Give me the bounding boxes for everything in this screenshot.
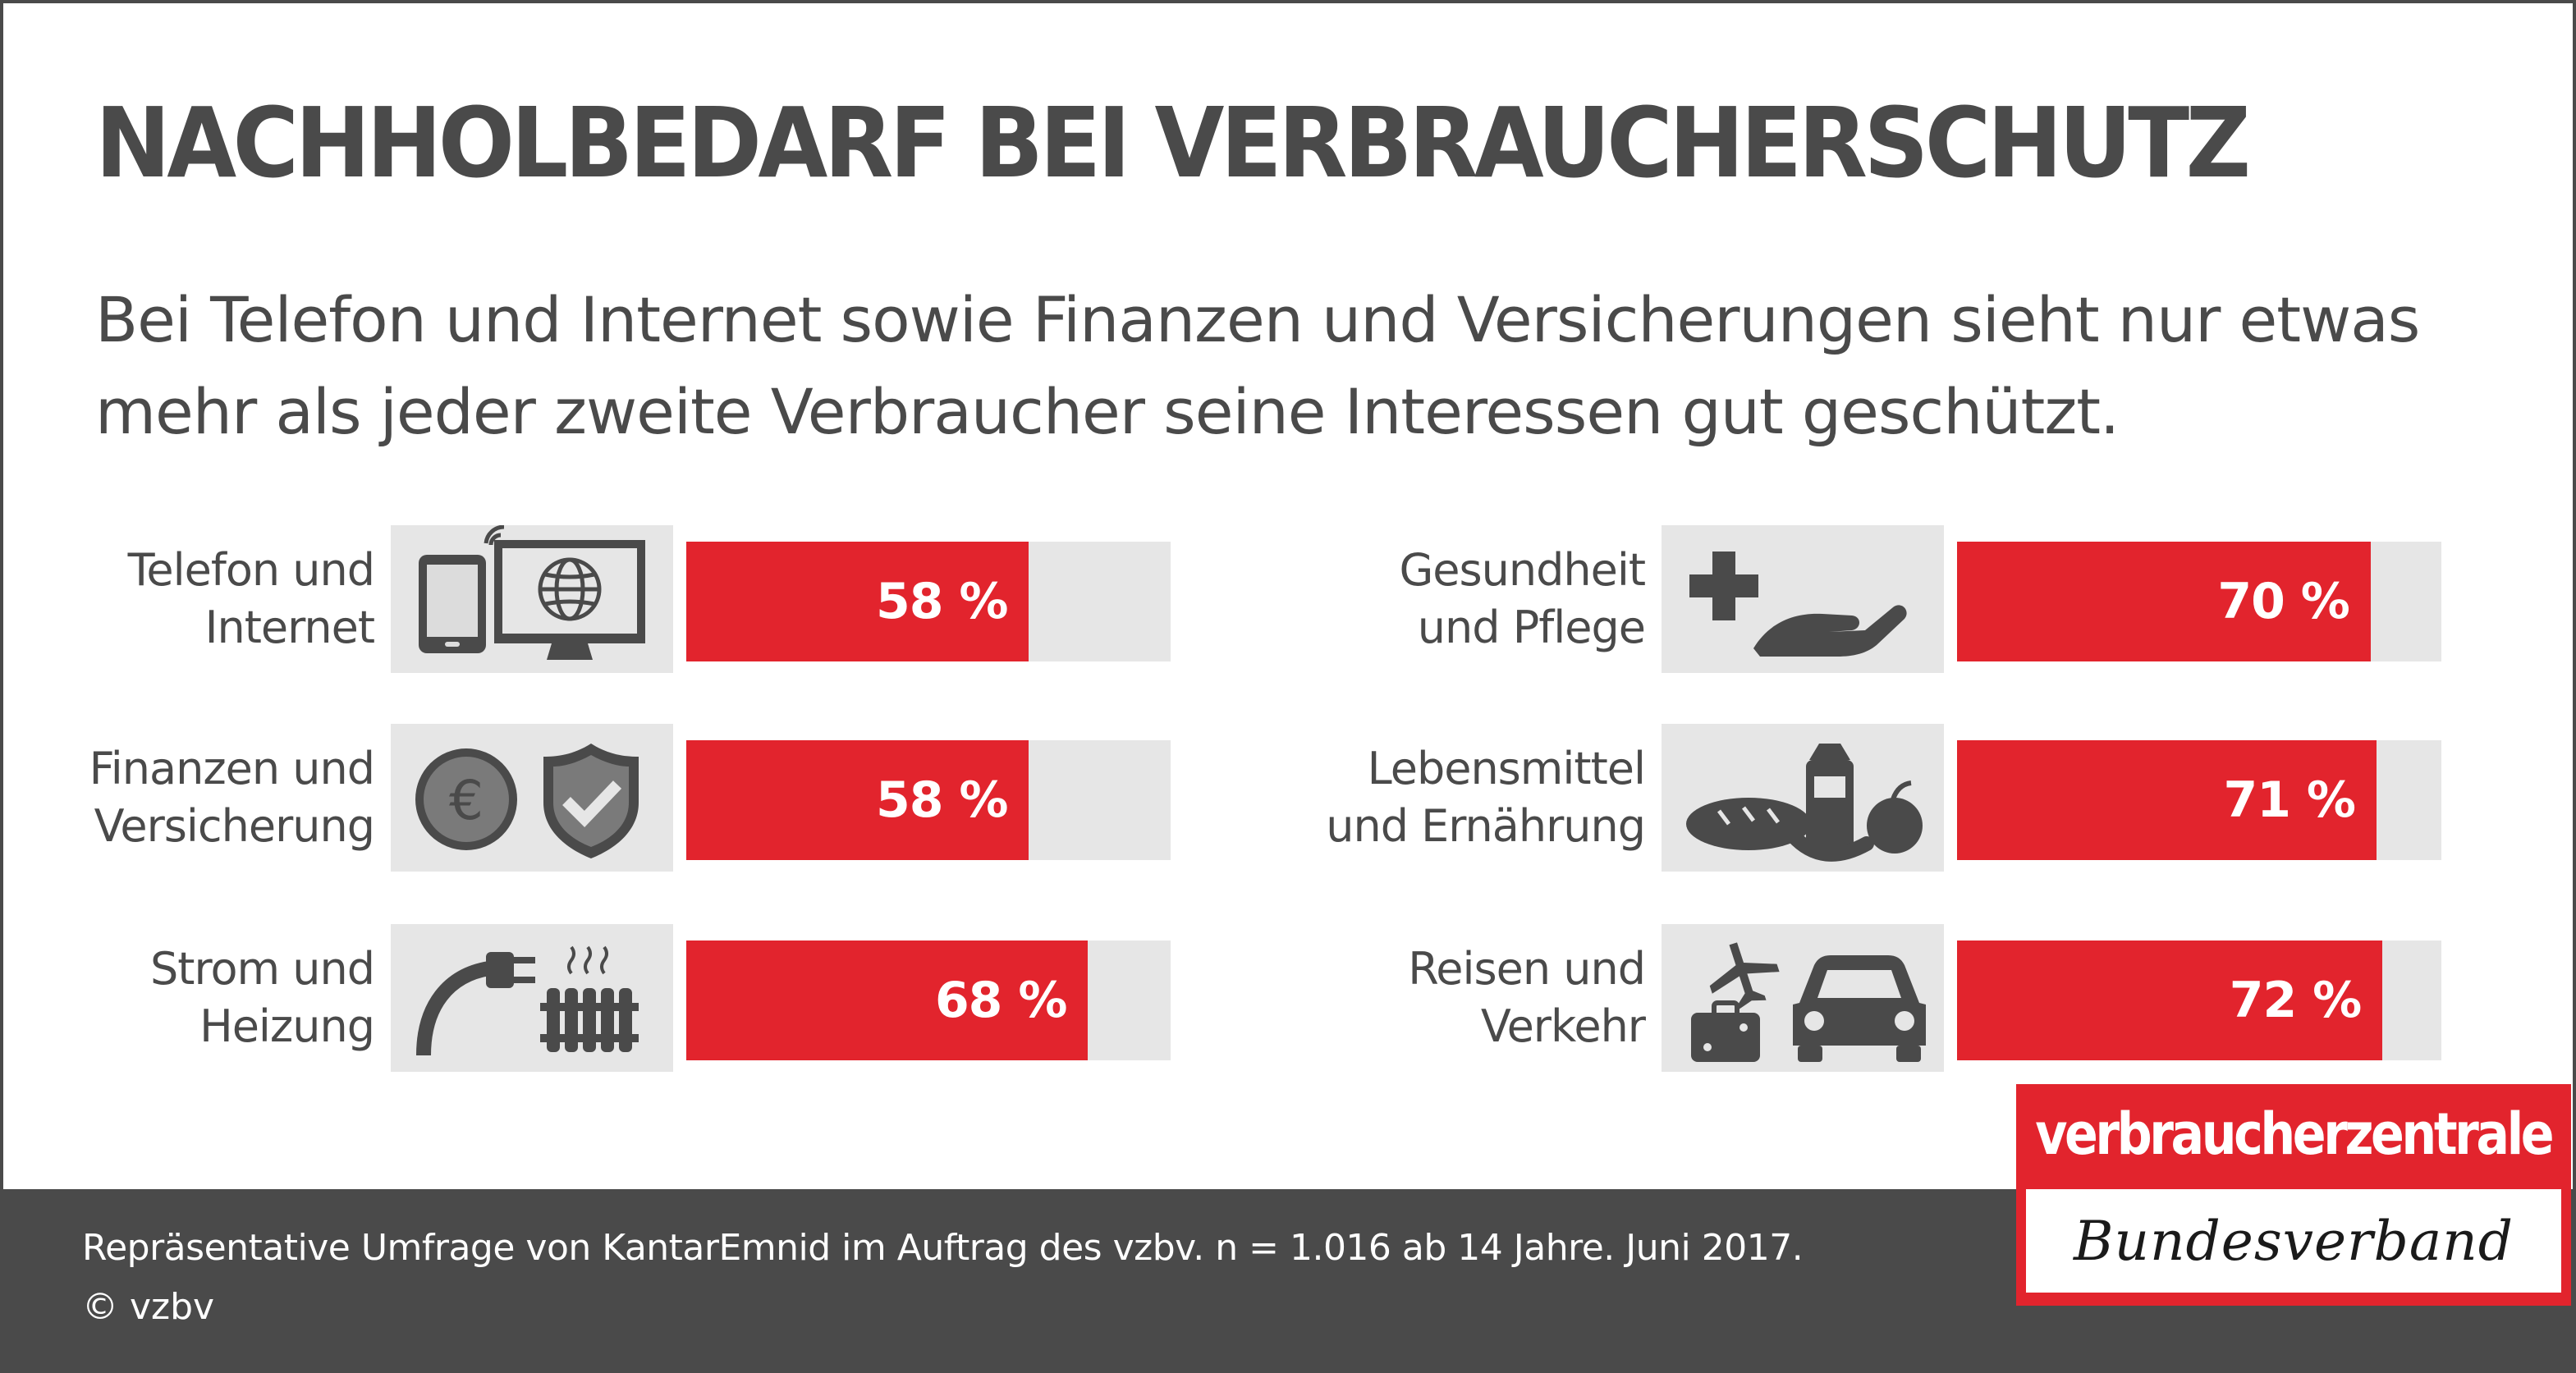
data-label: 58 %	[875, 573, 1009, 630]
category-label: Telefon und Internet	[3, 525, 375, 673]
vzbv-logo: verbraucherzentrale Bundesverband	[2016, 1084, 2571, 1306]
bar-track: 70 %	[1957, 542, 2441, 661]
food-icon	[1662, 724, 1944, 872]
cross-hand-icon	[1662, 525, 1944, 673]
page-title: NACHHOLBEDARF BEI VERBRAUCHERSCHUTZ	[95, 86, 2251, 199]
bar-fill: 72 %	[1957, 941, 2383, 1060]
category-label-line: und Pflege	[1417, 602, 1646, 653]
bar-track: 68 %	[686, 941, 1171, 1060]
category-label: Lebensmittel und Ernährung	[1267, 724, 1646, 872]
logo-top-band: verbraucherzentrale	[2019, 1087, 2568, 1181]
source-note: Repräsentative Umfrage von KantarEmnid i…	[82, 1227, 1804, 1269]
euro-shield-icon: €	[391, 724, 673, 872]
data-label: 72 %	[2229, 972, 2363, 1029]
bar-fill: 71 %	[1957, 740, 2377, 860]
bar-row-finanzen-versicherung: Finanzen und Versicherung € 58 %	[89, 724, 1294, 872]
bar-track: 72 %	[1957, 941, 2441, 1060]
data-label: 70 %	[2217, 573, 2350, 630]
category-label-line: Lebensmittel	[1367, 743, 1646, 794]
bar-row-strom-heizung: Strom und Heizung	[95, 924, 1294, 1072]
bar-row-lebensmittel-ernaehrung: Lebensmittel und Ernährung	[1326, 724, 2565, 872]
category-label-line: Reisen und	[1408, 943, 1646, 995]
bar-fill: 58 %	[686, 542, 1029, 661]
category-label-line: Versicherung	[94, 800, 375, 852]
data-label: 71 %	[2223, 771, 2357, 829]
logo-top-text: verbraucherzentrale	[2035, 1101, 2554, 1168]
category-label-line: Heizung	[199, 1000, 375, 1052]
category-label: Reisen und Verkehr	[1267, 924, 1646, 1072]
bar-row-telefon-internet: Telefon und Internet	[95, 525, 1294, 673]
category-label-line: Finanzen und	[89, 743, 375, 794]
category-label-line: Gesundheit	[1399, 544, 1646, 596]
bar-row-reisen-verkehr: Reisen und Verkehr	[1366, 924, 2565, 1072]
logo-bottom-band: Bundesverband	[2026, 1189, 2561, 1293]
copyright: © vzbv	[82, 1286, 215, 1328]
category-label-line: Telefon und	[127, 544, 375, 596]
plane-car-suitcase-icon	[1662, 924, 1944, 1072]
category-label: Gesundheit und Pflege	[1267, 525, 1646, 673]
bar-fill: 68 %	[686, 941, 1089, 1060]
bar-track: 58 %	[686, 542, 1171, 661]
category-label-line: Internet	[204, 602, 375, 653]
bar-row-gesundheit-pflege: Gesundheit und Pflege 70 %	[1366, 525, 2565, 673]
bar-fill: 58 %	[686, 740, 1029, 860]
tablet-monitor-icon	[391, 525, 673, 673]
data-label: 58 %	[875, 771, 1009, 829]
category-label: Finanzen und Versicherung	[3, 724, 375, 872]
plug-radiator-icon	[391, 924, 673, 1072]
bar-fill: 70 %	[1957, 542, 2371, 661]
logo-bottom-text: Bundesverband	[2074, 1209, 2514, 1273]
data-label: 68 %	[934, 972, 1068, 1029]
category-label-line: Strom und	[150, 943, 375, 995]
category-label: Strom und Heizung	[3, 924, 375, 1072]
bar-track: 58 %	[686, 740, 1171, 860]
category-label-line: Verkehr	[1480, 1000, 1646, 1052]
svg-text:€: €	[449, 769, 484, 832]
bar-track: 71 %	[1957, 740, 2441, 860]
category-label-line: und Ernährung	[1326, 800, 1646, 852]
subtitle: Bei Telefon und Internet sowie Finanzen …	[95, 283, 2420, 448]
